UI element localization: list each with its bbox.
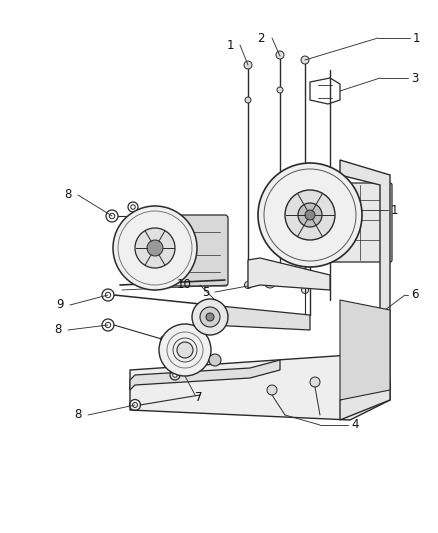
Text: 1: 1: [390, 204, 398, 216]
Circle shape: [131, 205, 135, 209]
Circle shape: [200, 307, 219, 327]
Circle shape: [304, 210, 314, 220]
Circle shape: [309, 377, 319, 387]
Circle shape: [173, 373, 177, 377]
Circle shape: [105, 322, 110, 328]
Text: 1: 1: [226, 38, 233, 52]
Text: 7: 7: [194, 392, 202, 405]
Circle shape: [300, 56, 308, 64]
Circle shape: [244, 97, 251, 103]
Text: 5: 5: [202, 286, 209, 298]
Polygon shape: [339, 160, 389, 420]
Circle shape: [297, 203, 321, 227]
Circle shape: [205, 313, 213, 321]
Text: 8: 8: [54, 324, 62, 336]
Polygon shape: [247, 258, 329, 290]
Circle shape: [105, 292, 110, 298]
Circle shape: [207, 303, 212, 307]
Circle shape: [266, 385, 276, 395]
Text: 4: 4: [350, 418, 358, 432]
Circle shape: [244, 281, 251, 288]
Circle shape: [135, 228, 175, 268]
Circle shape: [113, 206, 197, 290]
Text: 1: 1: [412, 31, 420, 44]
Polygon shape: [339, 300, 389, 400]
Circle shape: [159, 324, 211, 376]
Text: 9: 9: [57, 298, 64, 311]
FancyBboxPatch shape: [166, 215, 227, 286]
Circle shape: [284, 190, 334, 240]
Text: 2: 2: [257, 31, 265, 44]
Circle shape: [132, 402, 137, 407]
Circle shape: [276, 51, 283, 59]
Circle shape: [109, 213, 114, 219]
Circle shape: [263, 276, 276, 288]
Text: 8: 8: [74, 408, 82, 422]
Text: 3: 3: [410, 71, 417, 85]
Text: 10: 10: [177, 279, 191, 292]
Circle shape: [244, 61, 251, 69]
Text: 8: 8: [64, 189, 72, 201]
Circle shape: [301, 287, 308, 294]
Polygon shape: [194, 305, 309, 330]
Circle shape: [208, 354, 220, 366]
Circle shape: [147, 240, 162, 256]
Circle shape: [266, 279, 272, 285]
Polygon shape: [130, 355, 389, 420]
FancyBboxPatch shape: [327, 183, 391, 262]
Circle shape: [191, 299, 227, 335]
Circle shape: [162, 338, 166, 342]
Circle shape: [258, 163, 361, 267]
Text: 6: 6: [410, 288, 417, 302]
Circle shape: [276, 87, 283, 93]
Circle shape: [177, 342, 193, 358]
Polygon shape: [130, 360, 279, 390]
